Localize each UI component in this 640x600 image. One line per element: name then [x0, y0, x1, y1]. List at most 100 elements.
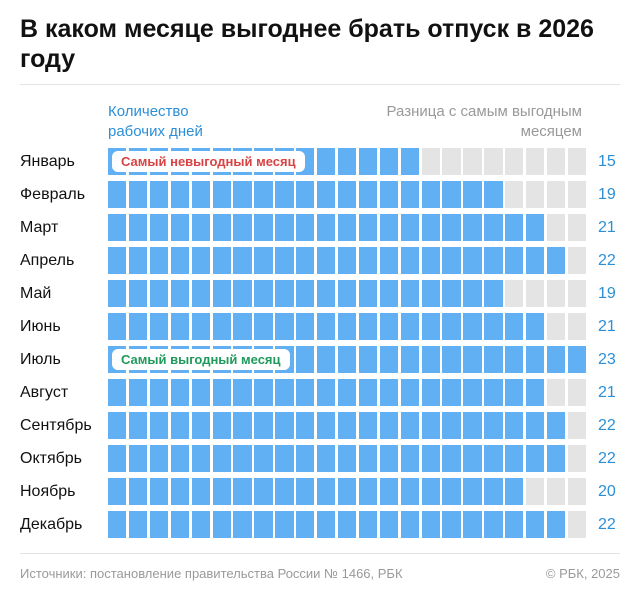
- filled-day-cell: [484, 511, 503, 538]
- empty-day-cell: [567, 478, 587, 505]
- filled-day-cell: [170, 247, 190, 274]
- filled-day-cell: [379, 181, 399, 208]
- filled-day-cell: [108, 412, 127, 439]
- empty-day-cell: [546, 478, 566, 505]
- filled-day-cell: [463, 346, 482, 373]
- filled-day-cell: [463, 214, 482, 241]
- filled-day-cell: [296, 445, 315, 472]
- filled-day-cell: [546, 511, 566, 538]
- filled-day-cell: [128, 247, 148, 274]
- filled-day-cell: [128, 511, 148, 538]
- empty-day-cell: [546, 214, 566, 241]
- filled-day-cell: [296, 247, 315, 274]
- working-days-value: 19: [598, 285, 616, 302]
- filled-day-cell: [484, 379, 503, 406]
- filled-day-cell: [108, 247, 127, 274]
- filled-day-cell: [108, 313, 127, 340]
- filled-day-cell: [317, 478, 336, 505]
- filled-day-cell: [275, 313, 294, 340]
- filled-day-cell: [442, 511, 461, 538]
- filled-day-cell: [191, 445, 210, 472]
- empty-day-cell: [567, 445, 587, 472]
- filled-day-cell: [379, 313, 399, 340]
- filled-day-cell: [149, 247, 169, 274]
- empty-day-cell: [421, 148, 440, 175]
- filled-day-cell: [358, 214, 378, 241]
- empty-day-cell: [546, 181, 566, 208]
- filled-day-cell: [442, 346, 461, 373]
- filled-day-cell: [400, 214, 419, 241]
- filled-day-cell: [212, 313, 231, 340]
- filled-day-cell: [233, 181, 252, 208]
- filled-day-cell: [191, 313, 210, 340]
- filled-day-cell: [337, 412, 357, 439]
- filled-day-cell: [463, 181, 482, 208]
- filled-day-cell: [212, 478, 231, 505]
- filled-day-cell: [170, 313, 190, 340]
- filled-day-cell: [358, 247, 378, 274]
- filled-day-cell: [400, 181, 419, 208]
- filled-day-cell: [484, 478, 503, 505]
- filled-day-cell: [400, 412, 419, 439]
- filled-day-cell: [505, 478, 524, 505]
- filled-day-cell: [421, 379, 440, 406]
- month-label: Октябрь: [20, 450, 83, 467]
- filled-day-cell: [421, 214, 440, 241]
- filled-day-cell: [358, 445, 378, 472]
- filled-day-cell: [317, 313, 336, 340]
- filled-day-cell: [296, 379, 315, 406]
- filled-day-cell: [170, 280, 190, 307]
- filled-day-cell: [149, 445, 169, 472]
- filled-day-cell: [317, 379, 336, 406]
- filled-day-cell: [484, 445, 503, 472]
- filled-day-cell: [191, 247, 210, 274]
- legend-difference: Разница с самым выгодным месяцем: [386, 103, 582, 140]
- filled-day-cell: [296, 511, 315, 538]
- footer-copyright: © РБК, 2025: [545, 566, 620, 581]
- filled-day-cell: [317, 445, 336, 472]
- filled-day-cell: [484, 412, 503, 439]
- filled-day-cell: [484, 313, 503, 340]
- filled-day-cell: [526, 379, 545, 406]
- filled-day-cell: [212, 379, 231, 406]
- filled-day-cell: [505, 445, 524, 472]
- empty-day-cell: [567, 313, 587, 340]
- filled-day-cell: [442, 478, 461, 505]
- filled-day-cell: [254, 445, 273, 472]
- filled-day-cell: [526, 313, 545, 340]
- empty-day-cell: [546, 313, 566, 340]
- month-label: Ноябрь: [20, 483, 76, 500]
- filled-day-cell: [421, 478, 440, 505]
- filled-day-cell: [317, 412, 336, 439]
- filled-day-cell: [358, 511, 378, 538]
- filled-day-cell: [212, 247, 231, 274]
- filled-day-cell: [296, 214, 315, 241]
- filled-day-cell: [212, 412, 231, 439]
- filled-day-cell: [170, 379, 190, 406]
- working-days-value: 22: [598, 252, 616, 269]
- filled-day-cell: [421, 412, 440, 439]
- filled-day-cell: [505, 247, 524, 274]
- filled-day-cell: [421, 511, 440, 538]
- filled-day-cell: [191, 511, 210, 538]
- filled-day-cell: [337, 148, 357, 175]
- filled-day-cell: [463, 379, 482, 406]
- filled-day-cell: [233, 313, 252, 340]
- filled-day-cell: [254, 478, 273, 505]
- filled-day-cell: [317, 148, 336, 175]
- filled-day-cell: [505, 214, 524, 241]
- working-days-value: 22: [598, 450, 616, 467]
- filled-day-cell: [212, 181, 231, 208]
- filled-day-cell: [442, 313, 461, 340]
- filled-day-cell: [296, 412, 315, 439]
- filled-day-cell: [337, 478, 357, 505]
- empty-day-cell: [567, 214, 587, 241]
- working-days-value: 19: [598, 186, 616, 203]
- filled-day-cell: [421, 247, 440, 274]
- filled-day-cell: [191, 412, 210, 439]
- filled-day-cell: [379, 214, 399, 241]
- filled-day-cell: [358, 313, 378, 340]
- filled-day-cell: [358, 280, 378, 307]
- filled-day-cell: [400, 511, 419, 538]
